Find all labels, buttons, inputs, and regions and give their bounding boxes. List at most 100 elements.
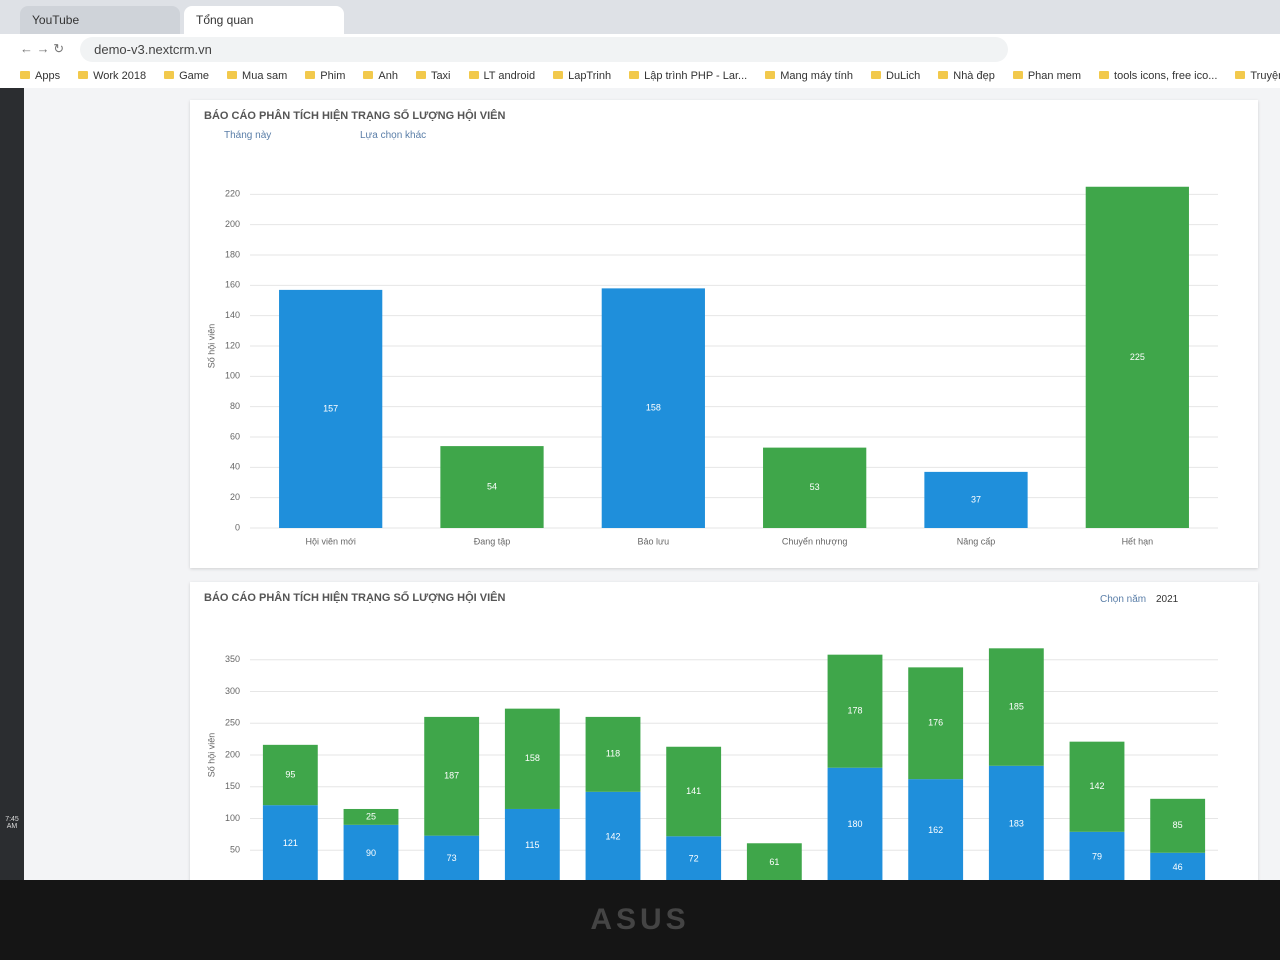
y-tick-label: 100 — [225, 813, 240, 823]
data-label: 73 — [447, 853, 457, 863]
y-tick-label: 200 — [225, 219, 240, 229]
bar-segment — [262, 805, 318, 880]
data-label: 61 — [769, 857, 779, 867]
data-label: 142 — [1089, 781, 1104, 791]
data-label: 158 — [646, 403, 661, 413]
data-label: 53 — [810, 482, 820, 492]
x-tick-label: Bảo lưu — [638, 536, 670, 546]
bookmark[interactable]: Taxi — [416, 70, 451, 82]
y-axis-label: Số hội viên — [206, 733, 216, 778]
bookmark[interactable]: Mang máy tính — [765, 70, 853, 82]
clock: 7:45 AM — [5, 816, 19, 830]
bookmark[interactable]: Lập trình PHP - Lar... — [629, 70, 747, 82]
tab[interactable]: Tổng quan — [184, 6, 344, 34]
data-label: 187 — [444, 771, 459, 781]
bookmark[interactable]: Work 2018 — [78, 70, 146, 82]
chart-card: BÁO CÁO PHÂN TÍCH HIỆN TRẠNG SỐ LƯỢNG HỘ… — [190, 100, 1258, 568]
taskbar: 7:45 AM — [0, 88, 24, 880]
bookmark[interactable]: tools icons, free ico... — [1099, 70, 1217, 82]
toolbar: ← → ↻ demo-v3.nextcrm.vn — [0, 34, 1280, 64]
bar — [924, 471, 1028, 528]
bar-segment — [262, 744, 318, 806]
x-tick-label: Đang tập — [474, 536, 511, 546]
y-tick-label: 350 — [225, 654, 240, 664]
bar-segment — [424, 716, 480, 836]
data-label: 79 — [1092, 851, 1102, 861]
tab[interactable]: YouTube — [20, 6, 180, 34]
y-tick-label: 50 — [230, 845, 240, 855]
chart-title: BÁO CÁO PHÂN TÍCH HIỆN TRẠNG SỐ LƯỢNG HỘ… — [204, 592, 506, 604]
data-label: 158 — [525, 753, 540, 763]
y-tick-label: 180 — [225, 249, 240, 259]
filter[interactable]: Tháng này — [224, 130, 272, 141]
y-tick-label: 0 — [235, 522, 240, 532]
bar — [1085, 186, 1189, 528]
bar — [763, 447, 867, 528]
data-label: 142 — [605, 831, 620, 841]
y-tick-label: 300 — [225, 686, 240, 696]
data-label: 178 — [847, 706, 862, 716]
x-tick-label: Nâng cấp — [957, 536, 996, 546]
bar-segment — [1069, 831, 1125, 880]
bookmark[interactable]: Phan mem — [1013, 70, 1081, 82]
bar-segment — [1150, 852, 1206, 880]
bookmark[interactable]: Phim — [305, 70, 345, 82]
chart: Số hội viên 50 100 150 200 250 300 350 121 95 90 25… — [206, 648, 1218, 880]
nav-buttons[interactable]: ← → ↻ — [20, 41, 65, 56]
y-tick-label: 100 — [225, 371, 240, 381]
bar-segment — [343, 824, 399, 880]
bookmark[interactable]: LT android — [469, 70, 536, 82]
data-label: 46 — [1173, 862, 1183, 872]
year-select[interactable]: 2021 — [1156, 594, 1179, 605]
bookmark[interactable]: Nhà đẹp — [938, 70, 995, 82]
bar-segment — [585, 716, 641, 792]
bar-segment — [1069, 741, 1125, 832]
data-label: 72 — [689, 854, 699, 864]
data-label: 225 — [1130, 352, 1145, 362]
y-tick-label: 80 — [230, 401, 240, 411]
bar — [601, 288, 705, 528]
bookmark[interactable]: DuLich — [871, 70, 920, 82]
data-label: 157 — [323, 403, 338, 413]
bookmark[interactable]: Anh — [363, 70, 398, 82]
bookmark[interactable]: Game — [164, 70, 209, 82]
x-tick-label: Hội viên mới — [305, 536, 355, 546]
bookmark[interactable]: Apps — [20, 70, 60, 82]
bookmark[interactable]: Mua sam — [227, 70, 287, 82]
bar-segment — [827, 654, 883, 768]
bar-segment — [666, 836, 722, 880]
screen: YouTube Tổng quan ← → ↻ demo-v3.nextcrm.… — [0, 0, 1280, 880]
content: BÁO CÁO PHÂN TÍCH HIỆN TRẠNG SỐ LƯỢNG HỘ… — [24, 88, 1280, 880]
y-axis-label: Số hội viên — [206, 324, 216, 369]
chart: Số hội viên 0 20 40 60 80 100 120 140 160 180 200 22… — [206, 186, 1218, 546]
bar-segment — [504, 708, 560, 809]
y-tick-label: 200 — [225, 749, 240, 759]
bar-segment — [504, 808, 560, 880]
y-tick-label: 220 — [225, 189, 240, 199]
bar-segment — [666, 746, 722, 837]
data-label: 54 — [487, 481, 497, 491]
filter[interactable]: Lựa chọn khác — [360, 130, 427, 141]
data-label: 185 — [1009, 701, 1024, 711]
bar-segment — [827, 767, 883, 880]
y-tick-label: 160 — [225, 280, 240, 290]
tab-strip: YouTube Tổng quan — [0, 0, 1280, 34]
url[interactable]: demo-v3.nextcrm.vn — [80, 36, 1009, 62]
bar — [279, 289, 383, 528]
data-label: 85 — [1173, 820, 1183, 830]
bookmark[interactable]: Truyện Dragon Ball... — [1235, 70, 1280, 82]
bookmark[interactable]: LapTrinh — [553, 70, 611, 82]
bar-segment — [746, 843, 802, 880]
y-tick-label: 60 — [230, 431, 240, 441]
bar-segment — [343, 808, 399, 825]
data-label: 95 — [285, 769, 295, 779]
chart-title: BÁO CÁO PHÂN TÍCH HIỆN TRẠNG SỐ LƯỢNG HỘ… — [204, 110, 506, 122]
x-tick-label: Chuyển nhượng — [782, 536, 847, 546]
chart-card: BÁO CÁO PHÂN TÍCH HIỆN TRẠNG SỐ LƯỢNG HỘ… — [190, 582, 1258, 880]
bar-segment — [908, 667, 964, 780]
x-tick-label: Hết hạn — [1122, 536, 1154, 546]
data-label: 118 — [606, 749, 620, 759]
y-tick-label: 140 — [225, 310, 240, 320]
data-label: 90 — [366, 848, 376, 858]
